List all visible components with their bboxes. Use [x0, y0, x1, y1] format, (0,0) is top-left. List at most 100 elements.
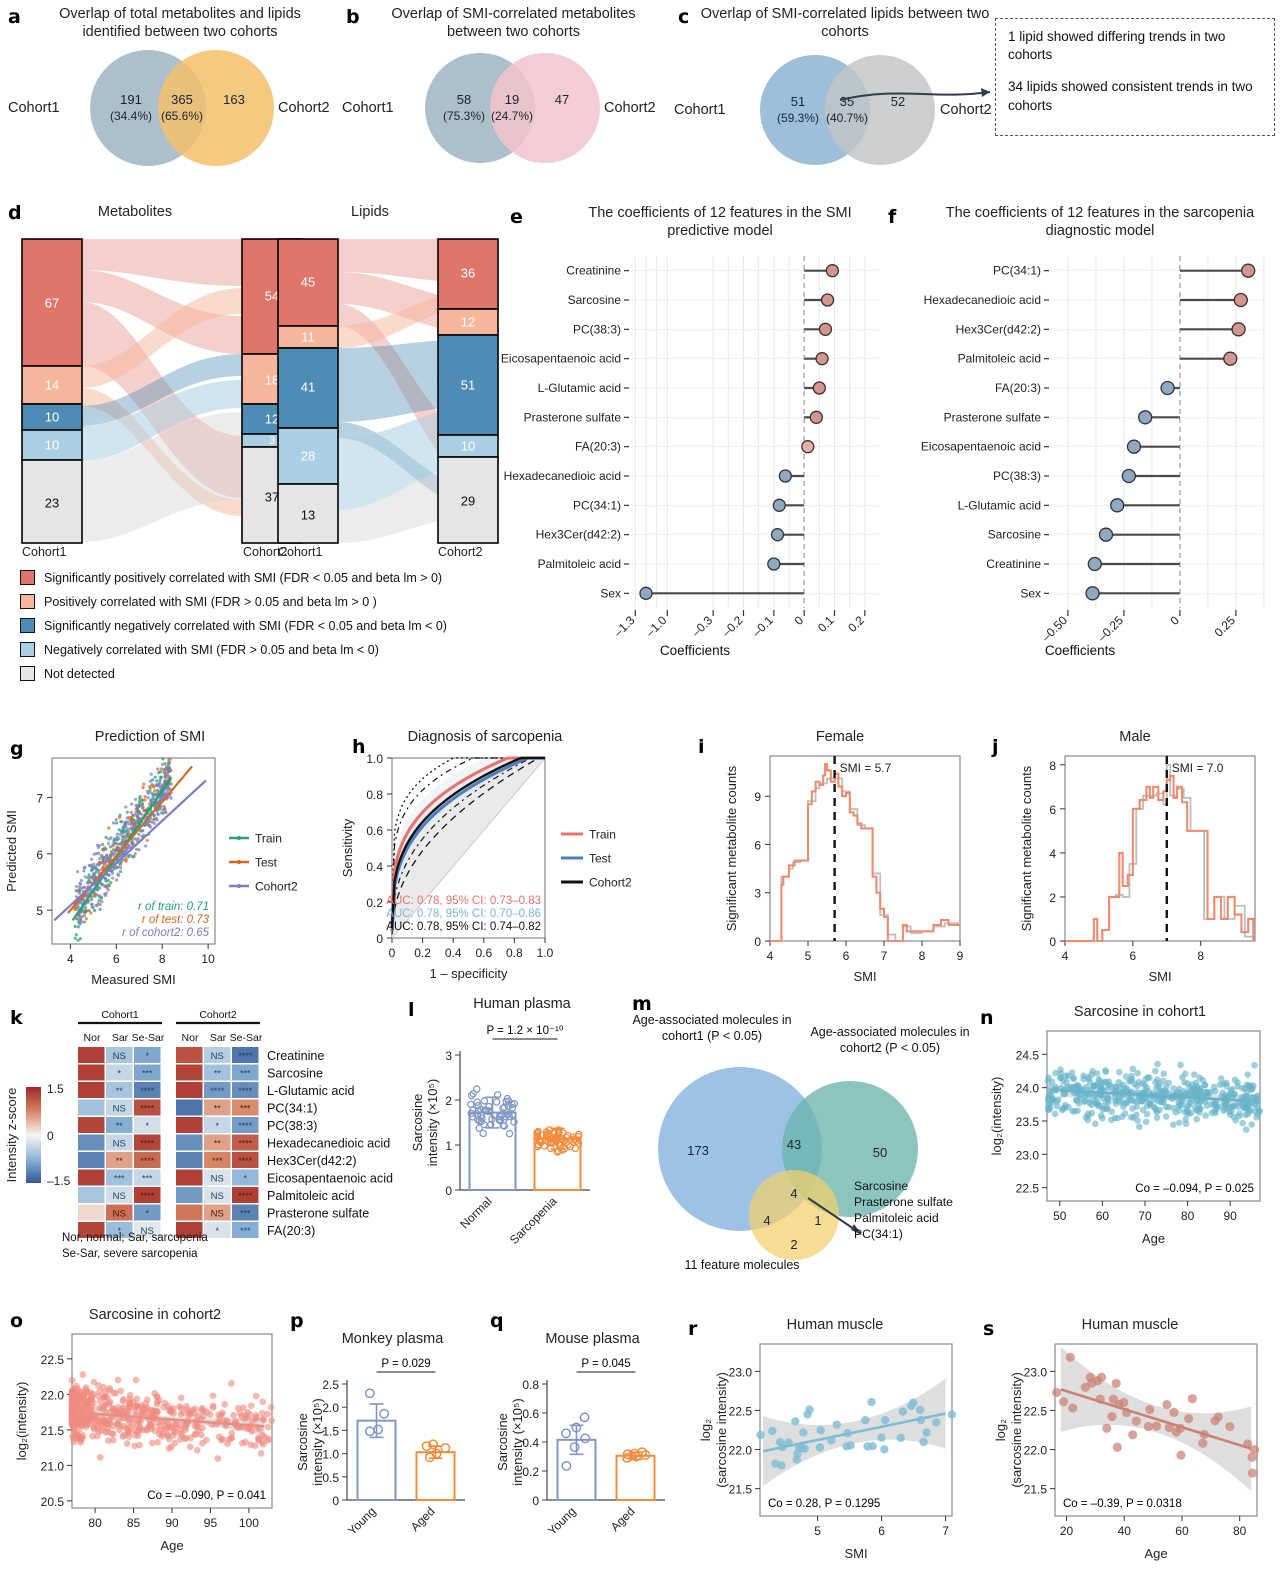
y-tick-label: 0.6: [366, 824, 383, 838]
panel-e-title: The coefficients of 12 features in the S…: [588, 205, 852, 240]
panel-d-title-lipids: Lipids: [351, 204, 389, 220]
panel-b-letter: b: [346, 6, 360, 28]
panel-e-letter: e: [510, 206, 523, 228]
y-tick-label: 3: [754, 887, 761, 901]
panel-m-label-left: Age-associated molecules in cohort1 (P <…: [632, 1013, 792, 1043]
y-axis-label: Sarcosineintensity (×10⁵): [295, 1398, 325, 1485]
panel-g-title: Prediction of SMI: [94, 729, 206, 745]
panel-h: h Diagnosis of sarcopenia 0 0.2 0.4 0.6 0.8 1…: [330, 718, 665, 983]
y-tick-label: 5: [36, 904, 43, 918]
y-tick-label: 0: [332, 1494, 339, 1508]
x-tick-label: 4: [67, 952, 74, 966]
sankey-d-axis-c1-met: Cohort1: [22, 545, 67, 559]
feature-label: Hex3Cer(d42:2): [536, 528, 621, 542]
x-tick-label: 100: [239, 1516, 259, 1530]
panel-s-title: Human muscle: [1081, 1317, 1179, 1333]
heatmap-significance: NS: [113, 1208, 126, 1219]
colorbar-max: 1.5: [47, 1082, 64, 1096]
panel-o-letter: o: [10, 1310, 24, 1332]
svg-text:12: 12: [461, 314, 475, 329]
heatmap-significance: ***: [240, 1103, 251, 1113]
panel-s-letter: s: [983, 1318, 995, 1340]
heatmap-significance: ****: [238, 1121, 253, 1131]
x-tick-label: 5: [805, 949, 812, 963]
venn-m-count-c1-only: 173: [687, 1143, 709, 1158]
y-tick-label: 21.5: [729, 1483, 753, 1497]
svg-text:54: 54: [265, 288, 279, 303]
panel-f-title: The coefficients of 12 features in the s…: [945, 205, 1255, 240]
legend-label: Cohort2: [589, 876, 632, 890]
y-tick-label: 2: [445, 1094, 452, 1108]
panel-r-letter: r: [688, 1318, 698, 1340]
y-tick-label: 0.8: [366, 788, 383, 802]
callout-line: Palmitoleic acid: [854, 1211, 939, 1226]
callout-arrowhead-c: [981, 88, 990, 97]
heatmap-col-header: Sar: [112, 1032, 129, 1044]
feature-label: Creatinine: [566, 264, 621, 278]
x-tick-label: 20: [1060, 1524, 1074, 1538]
category-label: Sarcopenia: [507, 1194, 560, 1247]
heatmap-significance: ***: [240, 1068, 251, 1078]
feature-label: Palmitoleic acid: [958, 352, 1041, 366]
lineplot-i: 4 5 6 7 8 9 0 3 6 9 SMI = 5.7 Significant metabolit…: [724, 755, 964, 984]
feature-label: PC(38:3): [573, 322, 621, 336]
heatmap-significance: ****: [140, 1191, 155, 1201]
auc-annotation: AUC: 0.78, 95% CI: 0.73–0.83: [386, 895, 541, 907]
heatmap-significance: **: [214, 1138, 222, 1148]
x-tick-label: 4: [1062, 949, 1069, 963]
sankey-d-axis-c2-lip: Cohort2: [438, 545, 483, 559]
svg-text:41: 41: [301, 379, 315, 394]
legend-label: Significantly positively correlated with…: [44, 570, 443, 585]
svg-text:3: 3: [269, 435, 275, 447]
p-value-label: P = 1.2 × 10⁻¹⁰: [487, 1025, 564, 1037]
venn-b: 58 (75.3%) 19 (24.7%) 47 Cohort1 Cohort2: [342, 53, 656, 163]
panel-j-letter: j: [992, 736, 999, 758]
heatmap-row-label: Prasterone sulfate: [267, 1206, 369, 1220]
heatmap-col-header: Se-Sar: [132, 1032, 165, 1044]
y-tick-label: 24.5: [1016, 1048, 1040, 1062]
panel-q: q Mouse plasma 0 0.2 0.4 0.6 0.8 Young Aged P =…: [485, 1292, 685, 1584]
heatmap-significance: ****: [140, 1086, 155, 1096]
note-line-2: 34 lipids showed consistent trends in tw…: [1008, 79, 1253, 113]
heatmap-significance: *: [145, 1051, 149, 1061]
x-tick-label: 0.8: [506, 946, 523, 960]
venn-m-callout-arrowhead: [851, 1224, 862, 1235]
x-tick-label: –1.0: [643, 613, 670, 640]
venn-m-callout-line: [807, 1197, 861, 1234]
heatmap-row-label: Eicosapentaenoic acid: [267, 1171, 393, 1185]
venn-c-mid-count: 35: [840, 94, 854, 109]
heatmap-row-label: PC(34:1): [267, 1101, 317, 1115]
panel-f-letter: f: [888, 206, 897, 228]
legend-label: Test: [589, 852, 612, 866]
feature-label: Prasterone sulfate: [524, 410, 622, 424]
panel-h-letter: h: [352, 736, 366, 758]
heatmap-significance: *: [215, 1226, 219, 1236]
y-tick-label: 0.6: [522, 1407, 539, 1421]
venn-a-right-label: Cohort2: [278, 100, 330, 116]
scatter-o: 80 85 90 95 100 20.5 21.0 21.5 22.0 22.5 Co = –0.0…: [14, 1333, 276, 1553]
y-axis-label: log₂(intensity): [989, 1077, 1004, 1156]
y-tick-label: 0.5: [322, 1471, 339, 1485]
panel-p-title: Monkey plasma: [341, 1331, 444, 1347]
panel-m-label-right: Age-associated molecules in cohort2 (P <…: [810, 1025, 970, 1055]
heatmap-significance: ***: [142, 1173, 153, 1183]
heatmap-significance: ****: [140, 1156, 155, 1166]
venn-b-left-pct: (75.3%): [443, 109, 485, 123]
y-tick-label: 8: [1049, 759, 1056, 773]
svg-text:23: 23: [45, 495, 59, 510]
scatter-r: 5 6 7 21.5 22.0 22.5 23.0 Co = 0.28, P = 0.1295…: [698, 1343, 957, 1561]
colorbar-min: –1.5: [47, 1174, 71, 1188]
legend-label: Negatively correlated with SMI (FDR > 0.…: [44, 642, 379, 657]
legend-item: Positively correlated with SMI (FDR > 0.…: [20, 594, 500, 609]
panel-c-note: 1 lipid showed differing trends in two c…: [995, 18, 1275, 136]
y-tick-label: 2.5: [322, 1378, 339, 1392]
legend-item: Significantly negatively correlated with…: [20, 618, 500, 633]
y-axis-label: Significant metabolite counts: [724, 765, 739, 931]
heatmap-significance: ****: [238, 1138, 253, 1148]
x-axis-label: SMI: [1148, 969, 1171, 984]
heatmap-row-label: FA(20:3): [267, 1224, 315, 1238]
panel-r: r Human muscle 5 6 7 21.5 22.0 22.5 23.0 Co = 0…: [680, 1292, 975, 1584]
panel-a-letter: a: [8, 6, 21, 28]
venn-a-left-pct: (34.4%): [110, 109, 152, 123]
